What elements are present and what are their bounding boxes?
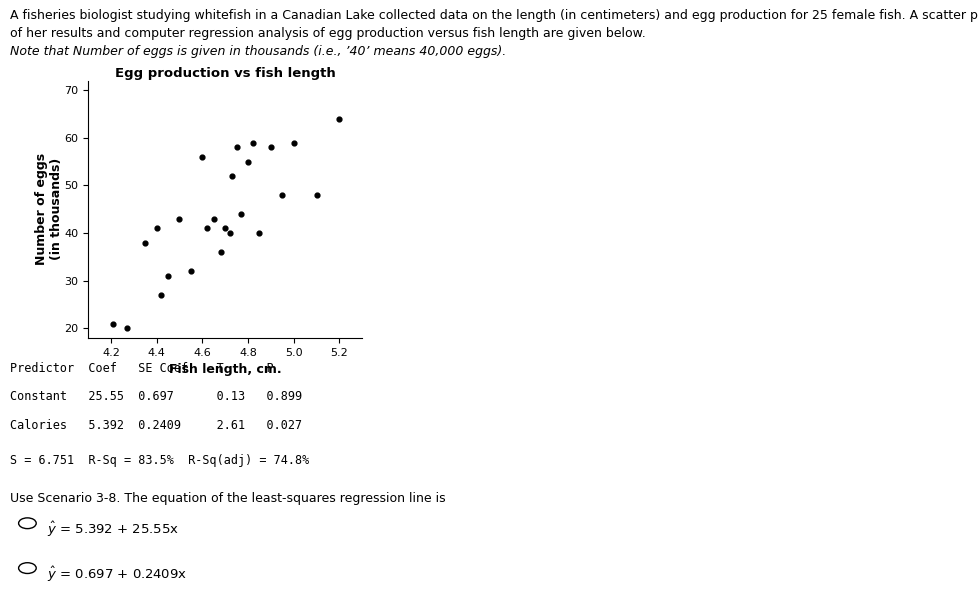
- Text: Use Scenario 3-8. The equation of the least-squares regression line is: Use Scenario 3-8. The equation of the le…: [10, 492, 445, 505]
- Point: [195, 152, 210, 161]
- Point: [263, 142, 279, 152]
- Point: [233, 209, 248, 219]
- Point: [199, 224, 214, 233]
- Text: Note that Number of eggs is given in thousands (i.e., ’40’ means 40,000 eggs).: Note that Number of eggs is given in tho…: [10, 45, 506, 58]
- Y-axis label: Number of eggs
(in thousands): Number of eggs (in thousands): [35, 153, 63, 266]
- Point: [137, 238, 153, 248]
- Point: [205, 214, 221, 224]
- Point: [286, 138, 301, 148]
- Text: $\hat{y}$ = 5.392 + 25.55x: $\hat{y}$ = 5.392 + 25.55x: [47, 520, 179, 539]
- Text: Calories   5.392  0.2409     2.61   0.027: Calories 5.392 0.2409 2.61 0.027: [10, 419, 301, 432]
- Point: [251, 228, 267, 238]
- Text: of her results and computer regression analysis of egg production versus fish le: of her results and computer regression a…: [10, 27, 645, 40]
- Point: [274, 190, 289, 200]
- Point: [154, 290, 169, 300]
- Point: [119, 324, 135, 333]
- X-axis label: Fish length, cm.: Fish length, cm.: [168, 363, 282, 376]
- Point: [229, 142, 244, 152]
- Title: Egg production vs fish length: Egg production vs fish length: [114, 66, 335, 80]
- Point: [149, 224, 164, 233]
- Point: [160, 271, 176, 280]
- Point: [217, 224, 233, 233]
- Point: [240, 157, 255, 166]
- Point: [332, 114, 347, 124]
- Point: [244, 138, 260, 148]
- Point: [212, 248, 228, 257]
- Text: Constant   25.55  0.697      0.13   0.899: Constant 25.55 0.697 0.13 0.899: [10, 390, 301, 404]
- Point: [106, 319, 121, 328]
- Point: [222, 228, 238, 238]
- Text: $\hat{y}$ = 0.697 + 0.2409x: $\hat{y}$ = 0.697 + 0.2409x: [47, 565, 187, 584]
- Text: Predictor  Coef   SE Coef    T      P: Predictor Coef SE Coef T P: [10, 362, 273, 375]
- Point: [308, 190, 324, 200]
- Text: A fisheries biologist studying whitefish in a Canadian Lake collected data on th: A fisheries biologist studying whitefish…: [10, 9, 978, 22]
- Point: [171, 214, 187, 224]
- Text: S = 6.751  R-Sq = 83.5%  R-Sq(adj) = 74.8%: S = 6.751 R-Sq = 83.5% R-Sq(adj) = 74.8%: [10, 454, 309, 467]
- Point: [224, 171, 240, 181]
- Point: [183, 267, 199, 276]
